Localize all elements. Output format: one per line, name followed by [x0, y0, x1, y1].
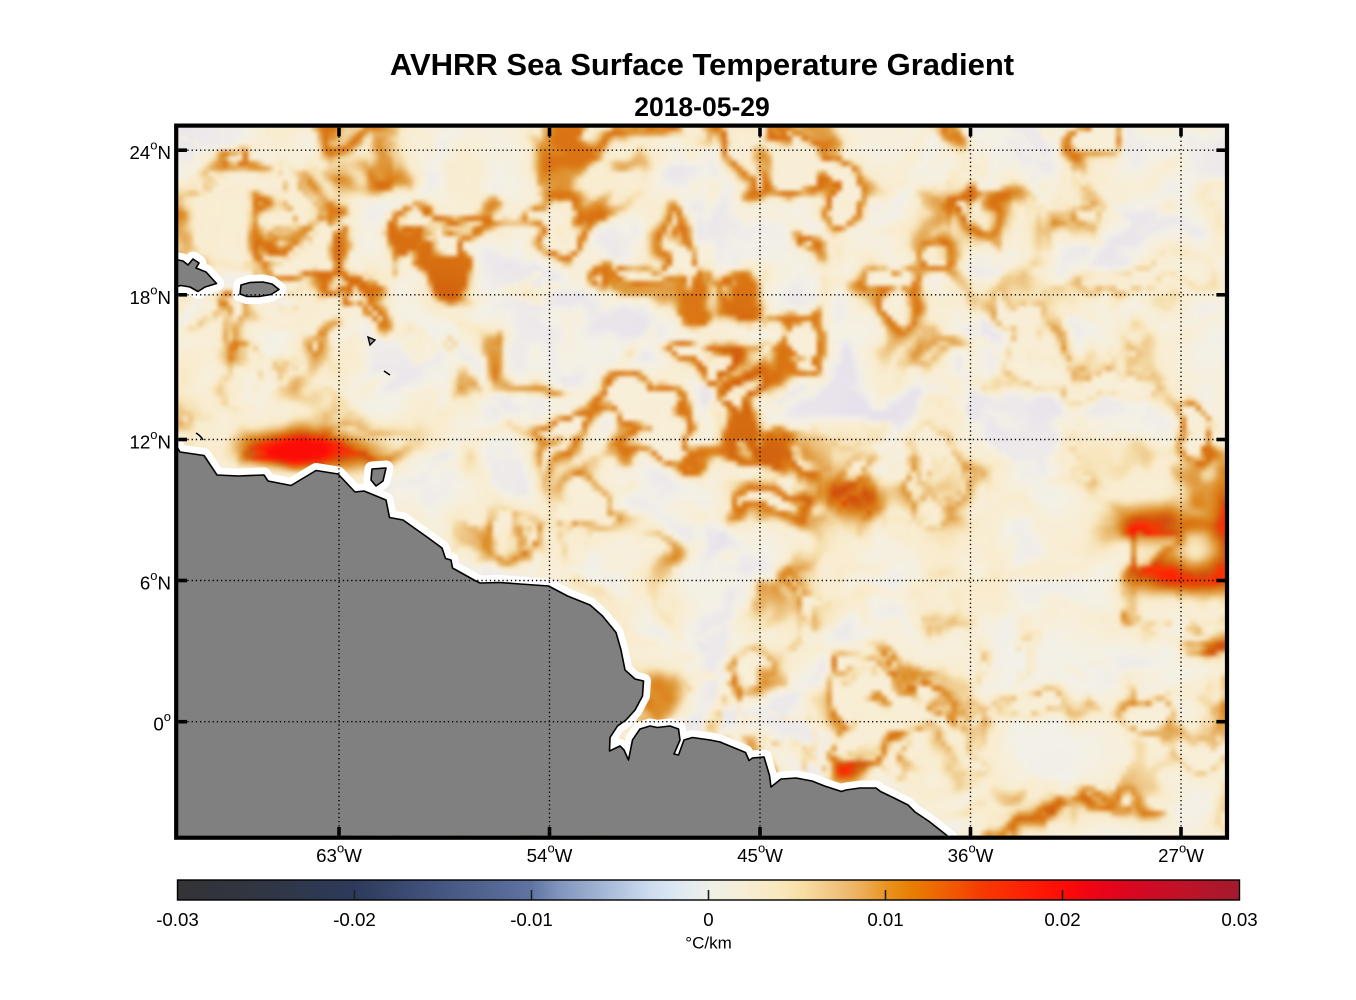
svg-text:18oN: 18oN	[129, 282, 171, 308]
svg-text:AVHRR Sea Surface Temperature: AVHRR Sea Surface Temperature Gradient	[390, 47, 1014, 82]
svg-text:36oW: 36oW	[948, 841, 994, 867]
svg-text:-0.01: -0.01	[510, 909, 553, 930]
svg-text:45oW: 45oW	[737, 841, 783, 867]
svg-text:63oW: 63oW	[316, 841, 362, 867]
svg-text:-0.03: -0.03	[156, 909, 199, 930]
svg-text:12oN: 12oN	[129, 427, 171, 453]
svg-text:2018-05-29: 2018-05-29	[634, 92, 770, 122]
svg-text:6oN: 6oN	[140, 568, 171, 594]
svg-text:54oW: 54oW	[527, 841, 573, 867]
svg-text:24oN: 24oN	[129, 138, 171, 164]
svg-text:-0.02: -0.02	[333, 909, 376, 930]
svg-text:0.01: 0.01	[867, 909, 903, 930]
svg-text:0.03: 0.03	[1221, 909, 1257, 930]
svg-text:0o: 0o	[153, 709, 171, 735]
svg-text:°C/km: °C/km	[685, 934, 731, 953]
svg-text:0: 0	[703, 909, 713, 930]
svg-text:27oW: 27oW	[1158, 841, 1204, 867]
svg-text:0.02: 0.02	[1044, 909, 1080, 930]
